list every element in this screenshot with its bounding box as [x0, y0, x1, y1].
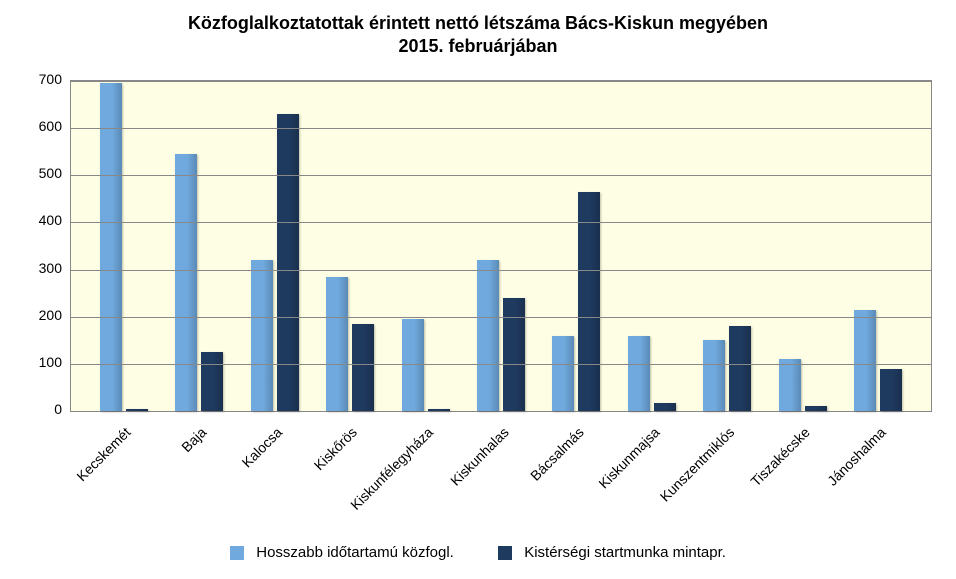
legend-item-series2: Kistérségi startmunka mintapr. — [498, 544, 726, 561]
x-tick-label-text: Kiskőrös — [311, 424, 360, 473]
y-tick-label: 400 — [12, 212, 62, 228]
x-tick-label-text: Tiszakécske — [748, 424, 813, 489]
bar — [326, 277, 348, 411]
bar — [477, 260, 499, 411]
y-tick-label: 300 — [12, 260, 62, 276]
grid-line — [71, 317, 931, 318]
x-tick-label-text: Kiskunhalas — [447, 424, 512, 489]
bar — [703, 340, 725, 411]
legend: Hosszabb időtartamú közfogl. Kistérségi … — [0, 544, 956, 561]
bar — [126, 409, 148, 411]
x-tick-label-text: Kiskunmajsa — [595, 424, 662, 491]
chart-container: Közfoglalkoztatottak érintett nettó léts… — [0, 0, 956, 579]
grid-line — [71, 175, 931, 176]
chart-title-line2: 2015. februárjában — [398, 36, 557, 56]
legend-label-series1: Hosszabb időtartamú közfogl. — [256, 544, 454, 561]
chart-title: Közfoglalkoztatottak érintett nettó léts… — [0, 12, 956, 59]
x-tick-label-text: Kalocsa — [238, 424, 285, 471]
bar — [578, 192, 600, 411]
grid-line — [71, 128, 931, 129]
bar — [729, 326, 751, 411]
bar — [654, 403, 676, 411]
y-tick-label: 700 — [12, 71, 62, 87]
x-tick-label-text: Jánoshalma — [824, 424, 889, 489]
bar — [175, 154, 197, 411]
bar — [805, 406, 827, 411]
bar — [503, 298, 525, 411]
bar — [201, 352, 223, 411]
chart-title-line1: Közfoglalkoztatottak érintett nettó léts… — [188, 13, 768, 33]
y-tick-label: 200 — [12, 307, 62, 323]
legend-label-series2: Kistérségi startmunka mintapr. — [524, 544, 726, 561]
bar — [552, 336, 574, 411]
legend-item-series1: Hosszabb időtartamú közfogl. — [230, 544, 454, 561]
bar — [100, 83, 122, 411]
bar — [352, 324, 374, 411]
bar — [628, 336, 650, 411]
y-tick-label: 500 — [12, 165, 62, 181]
bar — [779, 359, 801, 411]
bar — [277, 114, 299, 411]
x-tick-label-text: Kecskemét — [74, 424, 134, 484]
grid-line — [71, 364, 931, 365]
bar — [402, 319, 424, 411]
x-tick-label-text: Kunszentmiklós — [657, 424, 738, 505]
x-tick-label-text: Baja — [178, 424, 209, 455]
bar — [880, 369, 902, 411]
y-tick-label: 100 — [12, 354, 62, 370]
y-tick-label: 0 — [12, 401, 62, 417]
grid-line — [71, 270, 931, 271]
legend-swatch-series2 — [498, 546, 512, 560]
grid-line — [71, 222, 931, 223]
x-tick-label-text: Bácsalmás — [527, 424, 587, 484]
x-tick-label-text: Kiskunfélegyháza — [347, 424, 436, 513]
bar — [251, 260, 273, 411]
plot-area — [70, 80, 932, 412]
bars-area — [71, 81, 931, 411]
bar — [854, 310, 876, 411]
y-tick-label: 600 — [12, 118, 62, 134]
grid-line — [71, 81, 931, 82]
bar — [428, 409, 450, 411]
legend-swatch-series1 — [230, 546, 244, 560]
